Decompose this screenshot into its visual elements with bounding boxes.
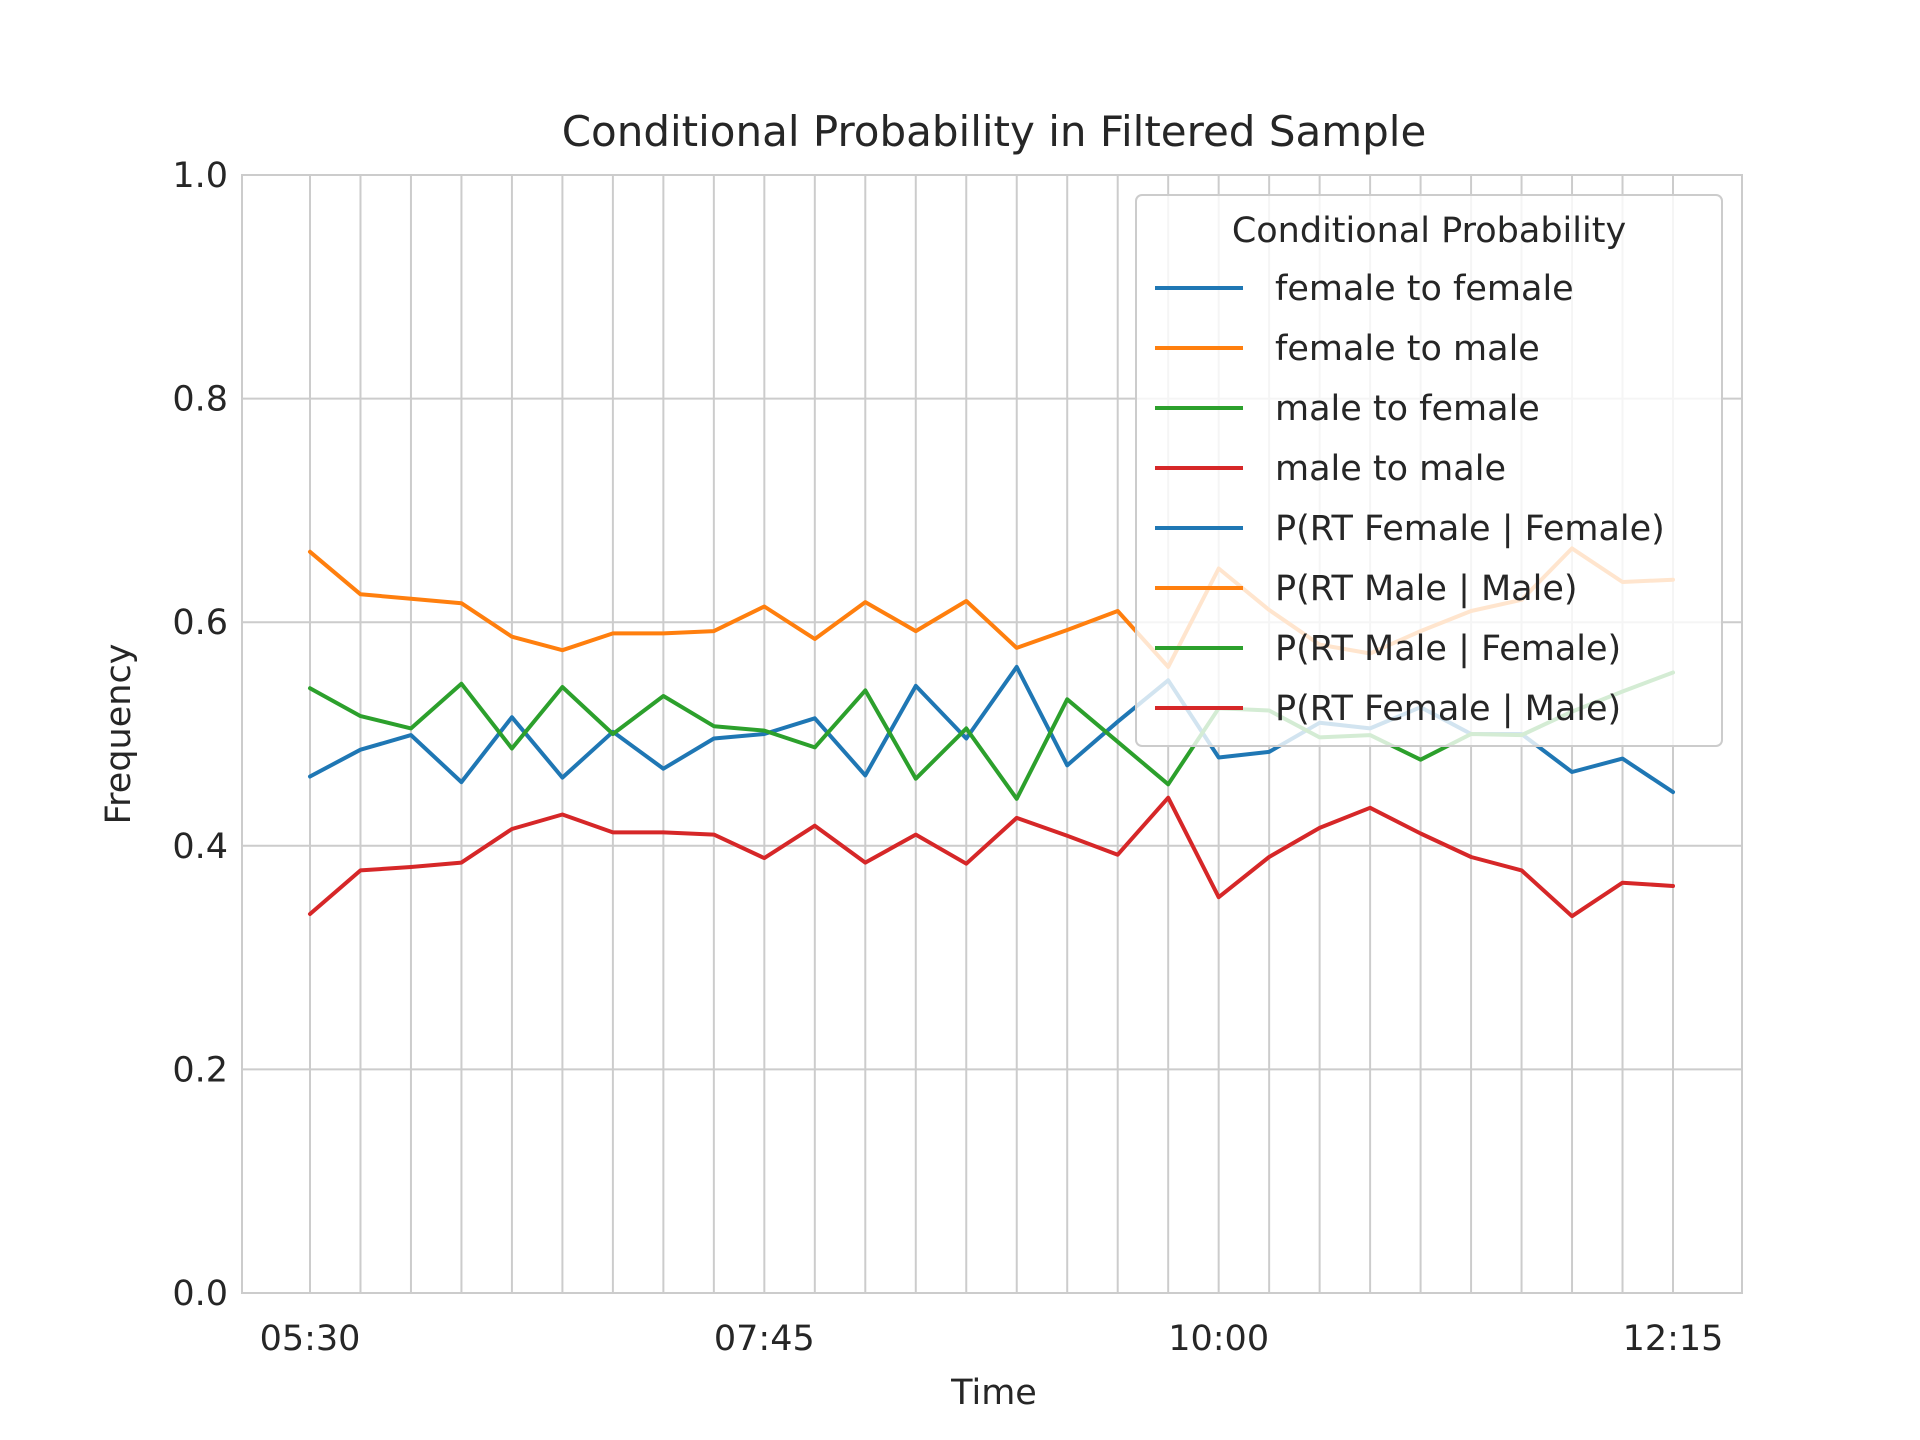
chart-title: Conditional Probability in Filtered Samp… <box>562 107 1427 156</box>
y-tick-label: 0.0 <box>172 1274 228 1314</box>
legend-entries: female to female female to male male to fe… <box>1155 269 1665 729</box>
y-tick-label: 0.4 <box>172 827 228 867</box>
y-tick-label: 0.6 <box>172 603 228 643</box>
legend-label: male to female <box>1275 389 1540 429</box>
y-axis-label: Frequency <box>99 644 139 825</box>
legend-label: female to male <box>1275 329 1540 369</box>
y-axis-ticks: 0.0 0.2 0.4 0.6 0.8 1.0 <box>172 156 228 1314</box>
legend-label: female to female <box>1275 269 1574 309</box>
legend-label: P(RT Male | Male) <box>1275 569 1578 609</box>
plot-frame <box>241 174 1743 1294</box>
x-tick-label: 05:30 <box>260 1319 361 1359</box>
series-line-male-to-male <box>308 795 1675 919</box>
legend-label: male to male <box>1275 449 1506 489</box>
y-tick-label: 1.0 <box>172 156 228 196</box>
legend-label: P(RT Male | Female) <box>1275 629 1621 669</box>
x-tick-label: 10:00 <box>1168 1319 1269 1359</box>
x-axis-label: Time <box>950 1373 1037 1413</box>
legend: Conditional Probability female to female… <box>1135 194 1723 747</box>
legend-box <box>1135 194 1723 747</box>
x-tick-label: 07:45 <box>714 1319 815 1359</box>
legend-label: P(RT Female | Female) <box>1275 509 1665 549</box>
y-tick-label: 0.2 <box>172 1050 228 1090</box>
y-tick-label: 0.8 <box>172 380 228 420</box>
x-axis-ticks: 05:30 07:45 10:00 12:15 <box>260 1319 1724 1359</box>
legend-label: P(RT Female | Male) <box>1275 689 1621 729</box>
legend-title: Conditional Probability <box>1232 211 1626 251</box>
x-tick-label: 12:15 <box>1623 1319 1724 1359</box>
